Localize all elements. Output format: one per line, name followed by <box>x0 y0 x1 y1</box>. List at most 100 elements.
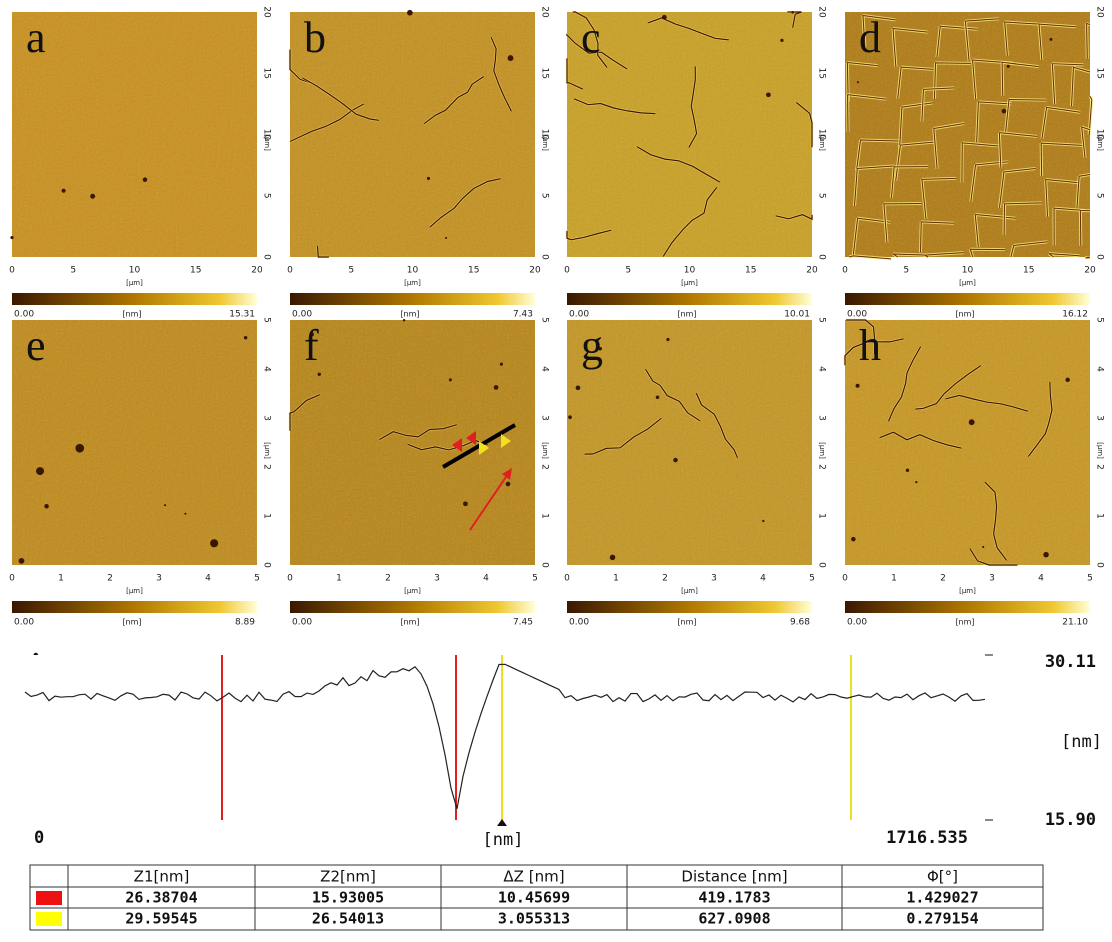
y-tick-label: 0 <box>1095 254 1105 260</box>
grain-edge <box>924 252 964 258</box>
marker <box>497 819 507 826</box>
crack <box>787 11 802 28</box>
grain-edge <box>1079 210 1091 246</box>
particle <box>982 545 985 549</box>
grain-edge <box>890 166 929 198</box>
crack <box>566 229 612 241</box>
y-tick-label: 0 <box>817 254 827 260</box>
particle <box>780 38 784 43</box>
y-unit: [nm] <box>1061 732 1102 752</box>
particle <box>499 362 503 366</box>
crack <box>846 319 876 355</box>
colorbar-min: 0.00 <box>569 618 589 628</box>
particle <box>1043 551 1049 558</box>
y-tick-label: 0 <box>1095 562 1105 568</box>
colorbar <box>290 293 535 305</box>
y-unit: [µm] <box>818 442 826 459</box>
x-tick-label: 10 <box>962 266 974 276</box>
colorbar-min: 0.00 <box>847 618 867 628</box>
y-tick-label: 0 <box>540 254 550 260</box>
grain-edge <box>895 141 934 181</box>
particle <box>243 336 248 340</box>
features <box>845 13 1094 261</box>
y-tick-label: 4 <box>262 366 272 372</box>
features <box>565 10 814 258</box>
table-cell: 10.45699 <box>498 889 570 907</box>
profile-trace <box>24 663 986 809</box>
y-tick-label: 1 <box>817 513 827 519</box>
grain-edge <box>883 203 922 243</box>
particle <box>448 378 452 382</box>
particle <box>1006 64 1010 68</box>
grain-edge <box>970 161 1009 202</box>
colorbar-max: 16.12 <box>1062 310 1088 320</box>
y-tick-label: 10 <box>540 129 550 141</box>
particle <box>1001 108 1007 114</box>
grain-edge <box>853 165 895 206</box>
texture <box>290 12 535 257</box>
marker-red <box>466 431 476 445</box>
grain-edge <box>933 123 965 169</box>
y-tick-label: 3 <box>817 415 827 421</box>
x-tick-label: 15 <box>745 266 756 276</box>
x-tick-label: 1 <box>613 574 619 584</box>
crack <box>647 17 729 41</box>
x-tick-label: 15 <box>190 266 201 276</box>
y-tick-label: 2 <box>540 464 550 470</box>
colorbar-min: 0.00 <box>847 310 867 320</box>
colorbar-max: 7.43 <box>513 310 533 320</box>
crack <box>566 33 628 70</box>
crack <box>695 392 739 459</box>
x-unit: [µm] <box>959 279 976 287</box>
x-tick-label: 0 <box>287 266 293 276</box>
y-tick-label: 0 <box>262 254 272 260</box>
x-tick-label: 3 <box>434 574 440 584</box>
crack <box>662 187 718 257</box>
y-tick-label: 3 <box>1095 415 1105 421</box>
particle <box>309 332 314 337</box>
table-header: Z1[nm] <box>134 868 190 886</box>
grain-edge <box>1001 61 1039 97</box>
x-tick-label: 5 <box>903 266 909 276</box>
y-tick-label: 4 <box>817 366 827 372</box>
y-unit: [µm] <box>1096 442 1104 459</box>
x-tick-label: 2 <box>662 574 668 584</box>
particle <box>402 319 406 322</box>
grain-edge <box>849 255 892 260</box>
x-tick-label: 4 <box>760 574 766 584</box>
grain-edge <box>1010 241 1048 258</box>
features <box>18 336 248 564</box>
grain-edge <box>1040 142 1082 177</box>
grain-edge <box>1076 173 1091 208</box>
grain-edge <box>920 221 954 253</box>
particle <box>575 385 581 391</box>
grain-edge <box>961 142 1001 183</box>
x-tick-label: 2 <box>940 574 946 584</box>
y-tick-label: 5 <box>262 317 272 323</box>
colorbar <box>567 601 812 613</box>
x-tick-label: 5 <box>348 266 354 276</box>
particle <box>210 539 219 548</box>
table-cell: 627.0908 <box>698 910 770 928</box>
colorbar <box>12 293 257 305</box>
x-tick-label: 3 <box>989 574 995 584</box>
particle <box>505 481 511 487</box>
crack <box>490 37 512 112</box>
crack <box>969 548 1018 566</box>
crack <box>688 66 698 148</box>
x-unit: [µm] <box>959 587 976 595</box>
colorbar-unit: [nm] <box>955 618 974 627</box>
x-tick-label: 0 <box>9 574 15 584</box>
colorbar <box>12 601 257 613</box>
particle <box>673 457 678 463</box>
y-tick-label: 2 <box>1095 464 1105 470</box>
particle <box>968 419 975 426</box>
grain-edge <box>1085 256 1091 259</box>
particle <box>142 177 148 182</box>
colorbar-min: 0.00 <box>14 618 34 628</box>
crack <box>584 417 662 455</box>
x-tick-label: 0 <box>287 574 293 584</box>
x-tick-label: 1 <box>336 574 342 584</box>
grain-edge <box>921 177 956 219</box>
grain-edge <box>1086 22 1091 59</box>
